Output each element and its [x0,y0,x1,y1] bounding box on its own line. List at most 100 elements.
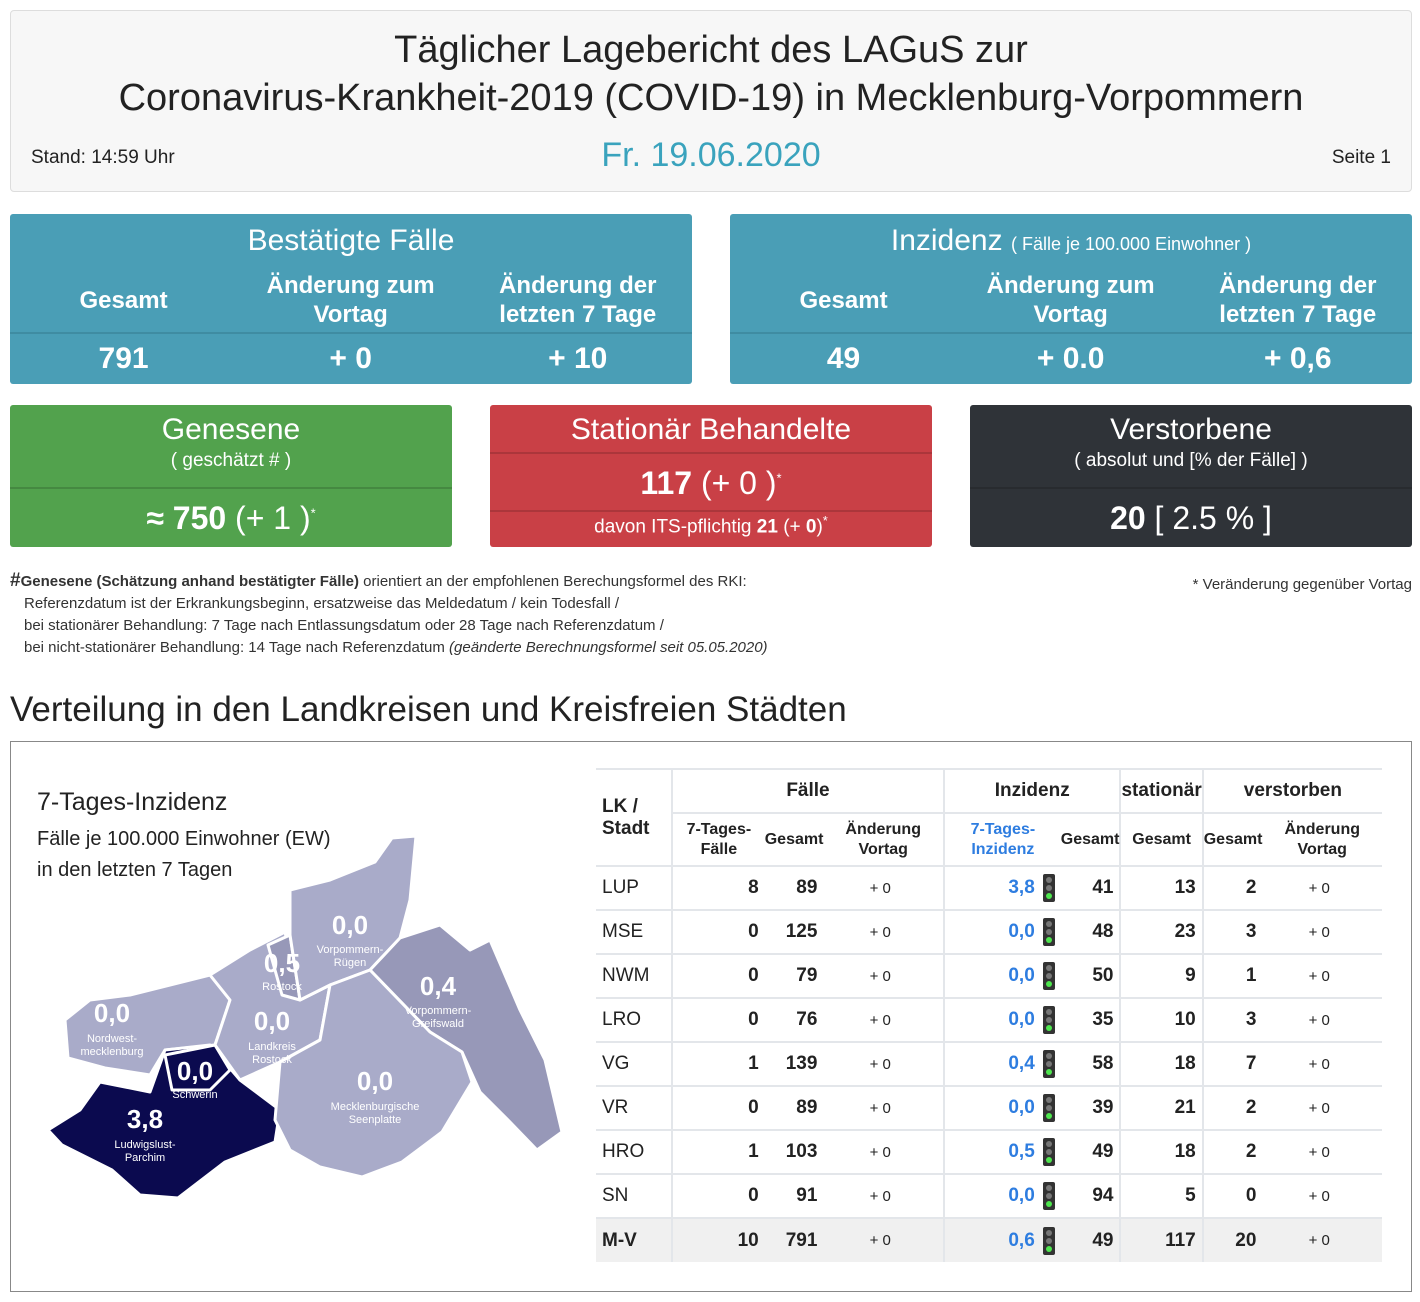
cell-text: + 0 [1308,923,1330,941]
cell-deaths-change: + 0 [1262,953,1382,998]
cell-hospital-total: 117 [1119,1217,1203,1262]
cell-incidence-total: 94 [1060,1173,1121,1218]
footnote-line-3: bei stationärer Behandlung: 7 Tage nach … [24,617,664,634]
hospital-card: Stationär Behandelte 117 (+ 0 )* davon I… [490,405,932,547]
cell-text: + 0 [869,1055,891,1073]
map-region-value: 3,8 [127,1104,163,1134]
light-dot [1045,973,1052,979]
hospital-change: (+ 0 ) [700,465,777,501]
map-region-name: Vorpommern-Greifswald [405,1005,472,1030]
cell-cases-change: + 0 [823,1085,944,1130]
recovered-subtitle: ( geschätzt # ) [170,450,292,471]
divider [490,452,932,454]
map-region-name-line: Ludwigslust- [114,1139,175,1151]
traffic-light-icon [1042,874,1055,902]
cell-incidence-7d: 0,6 [942,1217,1061,1262]
cell-hospital-total: 13 [1119,865,1203,910]
divider [730,332,1412,334]
change-note: * Veränderung gegenüber Vortag [1192,576,1412,593]
map-region-name-line: Nordwest- [87,1033,137,1045]
cell-text: 10 [1174,1009,1196,1030]
cell-incidence-total: 50 [1060,953,1121,998]
incidence-day-change: + 0.0 [1036,342,1105,375]
confirmed-week-change: + 10 [548,342,608,375]
approx-sign: ≈ [146,500,164,536]
map-region-name-line: Rostock [262,981,302,993]
cell-cases-change: + 0 [823,953,944,998]
light-dot [1045,1237,1052,1244]
deaths-title: Verstorbene [1110,413,1272,446]
cell-cases-change: + 0 [823,1217,944,1262]
cell-cases-total: 76 [764,997,824,1042]
light-dot [1045,1113,1052,1119]
cell-text: 791 [785,1229,818,1251]
recovered-card: Genesene ( geschätzt # ) ≈ 750 (+ 1 )* [10,405,452,547]
cell-cases-total: 79 [764,953,824,998]
light-dot [1045,1157,1052,1163]
traffic-light-icon [1042,1006,1055,1034]
cell-text: 0,0 [1008,1097,1035,1119]
district-table: LK / Stadt Fälle Inzidenz stationär vers… [596,768,1382,1262]
light-dot [1045,893,1052,899]
cell-cases-total: 125 [764,909,824,954]
its-change-post: ) [816,516,823,538]
light-dot [1045,1053,1052,1059]
cell-text: 1 [748,1053,759,1074]
cell-text: 49 [1092,1229,1114,1251]
cell-cases-total: 103 [764,1129,824,1174]
cell-text: 0 [748,1185,759,1206]
light-dot [1045,937,1052,943]
cell-cases-7d: 0 [671,997,765,1042]
recovered-change: (+ 1 ) [235,500,311,536]
cell-cases-total: 89 [764,1085,824,1130]
deaths-value: 20 [ 2.5 % ] [970,500,1412,537]
map-region-value: 0,4 [420,971,457,1001]
subcol-header: 7-Tages-Fälle [671,812,765,866]
cell-text: 13 [1174,877,1196,898]
cell-text: 89 [796,877,818,898]
cell-text: + 0 [869,1011,891,1029]
cell-cases-change: + 0 [823,1173,944,1218]
cell-cases-7d: 1 [671,1129,765,1174]
incidence-week-change: + 0,6 [1263,342,1332,375]
cell-text: 18 [1174,1141,1196,1162]
light-dot [1045,1061,1052,1067]
cell-district: M-V [596,1217,672,1262]
map-region-value: 0,0 [357,1066,393,1096]
cell-text: 49 [1092,1141,1114,1162]
cell-cases-total: 791 [764,1217,824,1262]
cell-text: 91 [796,1185,818,1206]
table-row: M-V 10 791 + 0 0,6 49 117 20 + 0 [596,1217,1382,1262]
cell-text: 1 [1245,965,1257,986]
cell-incidence-total: 49 [1060,1217,1121,1262]
cell-text: M-V [602,1229,637,1251]
cell-text: 48 [1092,921,1114,942]
cell-text: 0 [748,1009,759,1030]
cell-deaths-total: 3 [1201,909,1263,954]
cell-text: + 0 [869,967,891,985]
region-sn[interactable] [163,1043,232,1092]
region-mse[interactable] [273,968,474,1179]
cell-deaths-total: 0 [1201,1173,1263,1218]
traffic-light-icon [1042,1226,1055,1255]
cell-cases-change: + 0 [823,865,944,910]
table-row: NWM 0 79 + 0 0,0 50 9 1 + 0 [596,953,1382,998]
region-vr[interactable] [288,834,418,1002]
map-region-value: 0,5 [264,948,300,978]
cell-deaths-change: + 0 [1262,1085,1382,1130]
cell-text: + 0 [869,1187,891,1205]
deaths-percent: [ 2.5 % ] [1154,500,1272,536]
title-line-1: Täglicher Lagebericht des LAGuS zur [394,29,1028,71]
cell-hospital-total: 18 [1119,1041,1203,1086]
cell-text: 3 [1245,1009,1257,1030]
cell-text: 18 [1174,1053,1196,1074]
cell-deaths-total: 20 [1201,1217,1263,1262]
cell-text: LRO [602,1009,642,1030]
table-row: LRO 0 76 + 0 0,0 35 10 3 + 0 [596,997,1382,1042]
cell-text: 117 [1165,1229,1196,1251]
light-dot [1045,1201,1052,1207]
cell-cases-change: + 0 [823,909,944,954]
light-dot [1045,1025,1052,1031]
footnote-italic: (geänderte Berechnungsformel seit 05.05.… [449,639,768,656]
cell-deaths-change: + 0 [1262,865,1382,910]
